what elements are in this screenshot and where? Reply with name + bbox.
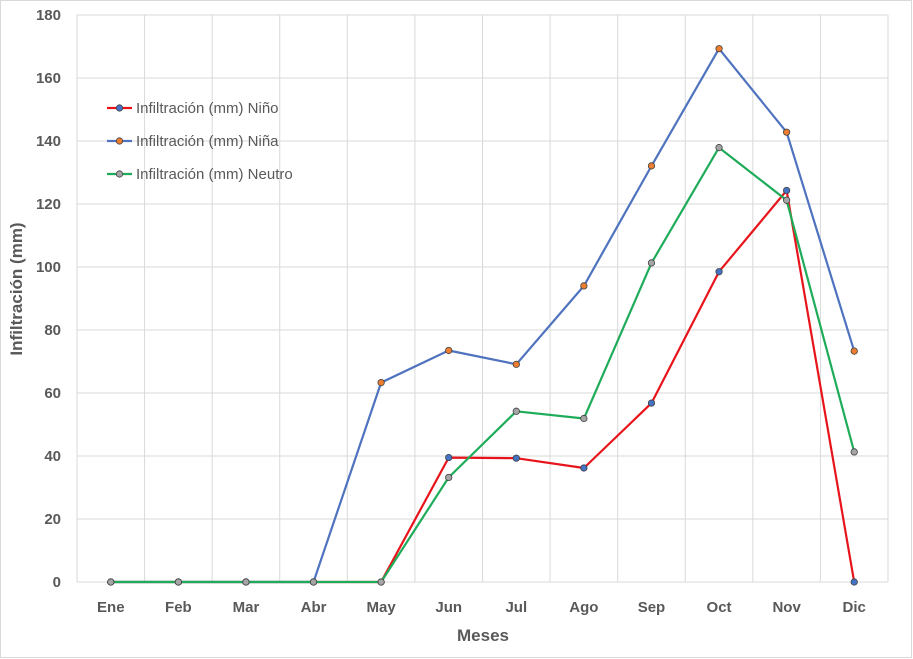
y-tick-label: 140 — [36, 133, 61, 150]
data-point — [715, 45, 723, 53]
data-point — [715, 268, 723, 276]
y-tick-label: 80 — [44, 322, 61, 339]
y-tick-label: 20 — [44, 511, 61, 528]
x-tick-label: Jun — [435, 599, 462, 616]
x-tick-label: Abr — [301, 599, 327, 616]
data-point — [377, 578, 385, 586]
x-axis-title: Meses — [457, 626, 509, 645]
data-point — [445, 346, 453, 355]
data-point — [580, 414, 588, 423]
x-tick-label: Sep — [638, 599, 666, 616]
y-axis-ticks: 0 20 40 60 80 100 120 140 160 180 — [36, 7, 61, 591]
data-point — [512, 454, 520, 462]
data-point — [647, 162, 656, 170]
x-tick-label: Nov — [772, 599, 801, 616]
data-point — [783, 186, 791, 195]
series-line — [110, 146, 856, 584]
data-point — [715, 144, 723, 152]
legend-swatch-marker — [115, 104, 124, 112]
y-tick-label: 180 — [36, 7, 61, 24]
data-point — [580, 282, 588, 290]
x-tick-label: Oct — [707, 599, 732, 616]
legend-swatch-marker — [115, 137, 124, 145]
data-point — [512, 407, 520, 415]
data-point — [850, 347, 858, 355]
data-point — [580, 464, 588, 472]
data-point — [445, 473, 453, 482]
x-tick-label: Ago — [569, 599, 598, 616]
x-tick-label: May — [367, 599, 397, 616]
legend-label: Infiltración (mm) Niño — [136, 100, 279, 117]
legend-label: Infiltración (mm) Neutro — [136, 166, 293, 183]
data-point — [445, 453, 453, 462]
y-tick-label: 100 — [36, 259, 61, 276]
x-tick-label: Mar — [233, 599, 260, 616]
data-point — [850, 578, 858, 586]
y-tick-label: 0 — [53, 574, 61, 591]
data-point — [377, 379, 385, 387]
data-point — [174, 578, 182, 586]
y-tick-label: 60 — [44, 385, 61, 402]
y-axis-title: Infiltración (mm) — [7, 222, 26, 355]
y-tick-label: 120 — [36, 196, 61, 213]
legend-swatch-marker — [115, 170, 124, 178]
data-point — [783, 128, 791, 136]
legend: Infiltración (mm) Niño Infiltración (mm) … — [107, 100, 293, 183]
x-axis-ticks: Ene Feb Mar Abr May Jun Jul Ago Sep Oct Nov Dic — [97, 599, 866, 616]
y-tick-label: 160 — [36, 70, 61, 87]
series-points — [107, 45, 858, 586]
data-point — [647, 399, 656, 407]
series-lines — [110, 47, 856, 584]
gridlines — [76, 14, 889, 583]
data-point — [647, 259, 656, 267]
data-point — [107, 578, 115, 586]
data-point — [309, 578, 318, 586]
y-tick-label: 40 — [44, 448, 61, 465]
x-tick-label: Ene — [97, 599, 125, 616]
data-point — [783, 196, 791, 204]
data-point — [512, 360, 520, 368]
x-tick-label: Dic — [843, 599, 866, 616]
data-point — [850, 448, 858, 456]
x-tick-label: Jul — [505, 599, 527, 616]
data-point — [242, 578, 250, 586]
legend-label: Infiltración (mm) Niña — [136, 133, 279, 150]
x-tick-label: Feb — [165, 599, 192, 616]
